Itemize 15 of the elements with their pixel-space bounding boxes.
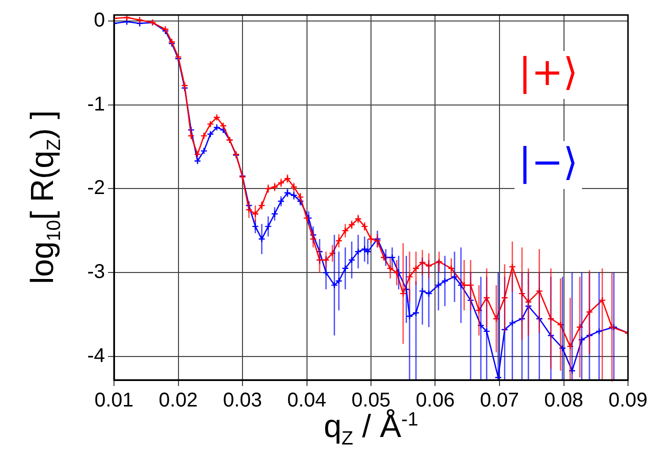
- y-tick-label: -3: [87, 261, 105, 284]
- text: |+⟩: [518, 50, 578, 94]
- x-tick-label: 0.07: [480, 390, 519, 412]
- x-tick-label: 0.04: [287, 390, 326, 412]
- x-tick-label: 0.01: [94, 390, 134, 412]
- y-tick-label: 0: [94, 9, 105, 32]
- text: |−⟩: [518, 140, 578, 184]
- x-tick-label: 0.03: [223, 390, 262, 412]
- x-tick-label: 0.02: [158, 390, 198, 412]
- y-tick-label: -4: [87, 345, 105, 368]
- x-tick-label: 0.09: [608, 390, 648, 412]
- x-tick-label: 0.08: [544, 390, 584, 412]
- x-tick-label: 0.06: [416, 390, 455, 412]
- y-tick-label: -1: [87, 93, 105, 116]
- y-tick-label: -2: [87, 177, 105, 200]
